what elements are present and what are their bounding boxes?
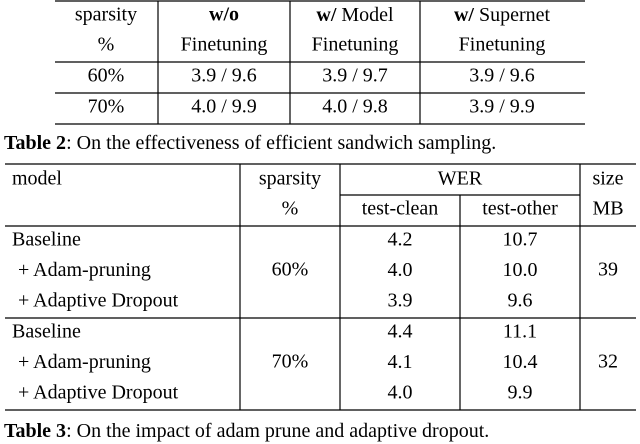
cell: Baseline xyxy=(12,229,81,251)
cell: 70% xyxy=(272,351,309,373)
header-cell: sparsity xyxy=(259,168,321,190)
cell: 9.6 xyxy=(508,290,533,312)
header-bold: w/ xyxy=(316,4,336,26)
cell: 9.9 xyxy=(508,382,533,404)
header-cell: MB xyxy=(592,198,623,220)
cell: 10.7 xyxy=(503,229,538,251)
cell: 39 xyxy=(598,259,618,281)
caption: Table 2: On the effectiveness of efficie… xyxy=(4,132,496,154)
header-cell: % xyxy=(98,34,115,56)
header-cell: size xyxy=(592,168,623,190)
header-cell: model xyxy=(12,168,62,190)
cell: 4.1 xyxy=(388,351,413,373)
cell: 3.9 / 9.6 xyxy=(469,65,535,87)
caption-label: Table 2 xyxy=(4,132,66,154)
caption-text: : On the effectiveness of efficient sand… xyxy=(66,132,496,154)
cell: 4.0 / 9.8 xyxy=(322,96,388,118)
header-cell: % xyxy=(282,198,299,220)
cell: + Adam-pruning xyxy=(18,259,151,281)
caption-text: : On the impact of adam prune and adapti… xyxy=(66,420,489,442)
cell: 70% xyxy=(88,96,125,118)
cell: + Adam-pruning xyxy=(18,351,151,373)
cell: 60% xyxy=(88,65,125,87)
header-cell: test-clean xyxy=(362,198,439,220)
header-cell: w/o xyxy=(209,4,239,26)
cell: 11.1 xyxy=(503,321,537,343)
header-cell: Finetuning xyxy=(181,34,268,56)
header-cell: Finetuning xyxy=(459,34,546,56)
caption-label: Table 3 xyxy=(4,420,66,442)
cell: + Adaptive Dropout xyxy=(18,382,179,404)
header-cell: sparsity xyxy=(75,4,137,26)
header-bold: w/ xyxy=(454,4,474,26)
header-cell: WER xyxy=(438,168,483,190)
cell: 10.4 xyxy=(503,351,538,373)
cell: 4.0 / 9.9 xyxy=(191,96,257,118)
cell: Baseline xyxy=(12,321,81,343)
header-text: Supernet xyxy=(479,4,551,26)
caption: Table 3: On the impact of adam prune and… xyxy=(4,420,489,442)
header-cell: test-other xyxy=(482,198,558,220)
cell: 3.9 / 9.7 xyxy=(322,65,388,87)
cell: + Adaptive Dropout xyxy=(18,290,179,312)
cell: 4.4 xyxy=(388,321,413,343)
cell: 60% xyxy=(272,259,309,281)
header-cell: w/ Model xyxy=(316,4,394,26)
cell: 4.2 xyxy=(388,229,413,251)
cell: 3.9 xyxy=(388,290,413,312)
cell: 4.0 xyxy=(388,259,413,281)
cell: 3.9 / 9.9 xyxy=(469,96,535,118)
cell: 32 xyxy=(598,351,618,373)
header-cell: Finetuning xyxy=(312,34,399,56)
header-cell: w/ Supernet xyxy=(454,4,551,26)
header-text: Model xyxy=(341,4,394,26)
cell: 4.0 xyxy=(388,382,413,404)
cell: 3.9 / 9.6 xyxy=(191,65,257,87)
cell: 10.0 xyxy=(503,259,538,281)
